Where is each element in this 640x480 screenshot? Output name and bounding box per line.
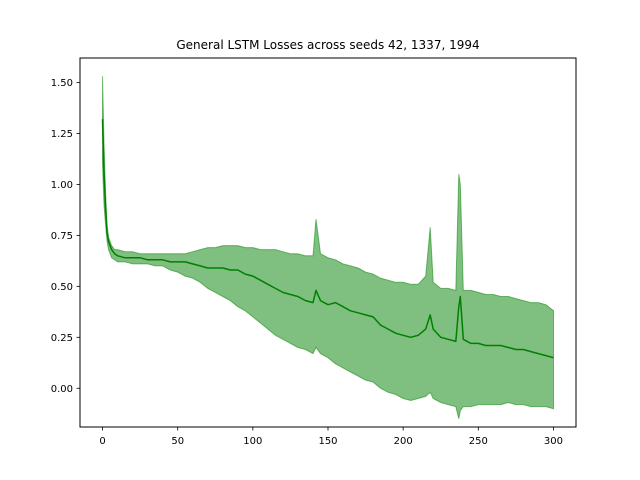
y-tick-label: 0.75 [51, 231, 73, 242]
y-tick-label: 0.00 [51, 384, 73, 395]
y-tick-label: 0.25 [51, 333, 73, 344]
confidence-band-layer [102, 76, 554, 419]
x-tick-label: 100 [243, 436, 262, 447]
x-tick-label: 150 [318, 436, 337, 447]
x-tick-label: 200 [394, 436, 413, 447]
x-tick-label: 0 [99, 436, 105, 447]
x-tick-label: 250 [469, 436, 488, 447]
confidence-band-0 [102, 76, 554, 419]
chart-title: General LSTM Losses across seeds 42, 133… [176, 38, 479, 52]
mean-loss-line-0 [101, 119, 554, 359]
x-tick-label: 50 [171, 436, 184, 447]
y-tick-label: 1.25 [51, 129, 73, 140]
x-axis: 0 50 100 150 200 250 300 [99, 427, 563, 447]
x-tick-label: 300 [544, 436, 563, 447]
plot-area [101, 76, 554, 419]
y-axis: 0.00 0.25 0.50 0.75 1.00 1.25 1.50 [51, 78, 80, 395]
plot-frame [79, 57, 577, 428]
y-tick-label: 1.50 [51, 78, 73, 89]
y-tick-label: 0.50 [51, 282, 73, 293]
mean-line-layer [101, 119, 554, 359]
y-tick-label: 1.00 [51, 180, 73, 191]
